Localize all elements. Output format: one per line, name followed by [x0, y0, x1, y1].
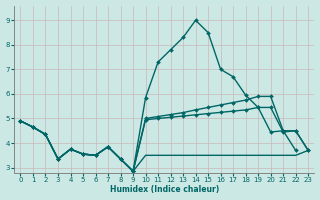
- X-axis label: Humidex (Indice chaleur): Humidex (Indice chaleur): [110, 185, 219, 194]
